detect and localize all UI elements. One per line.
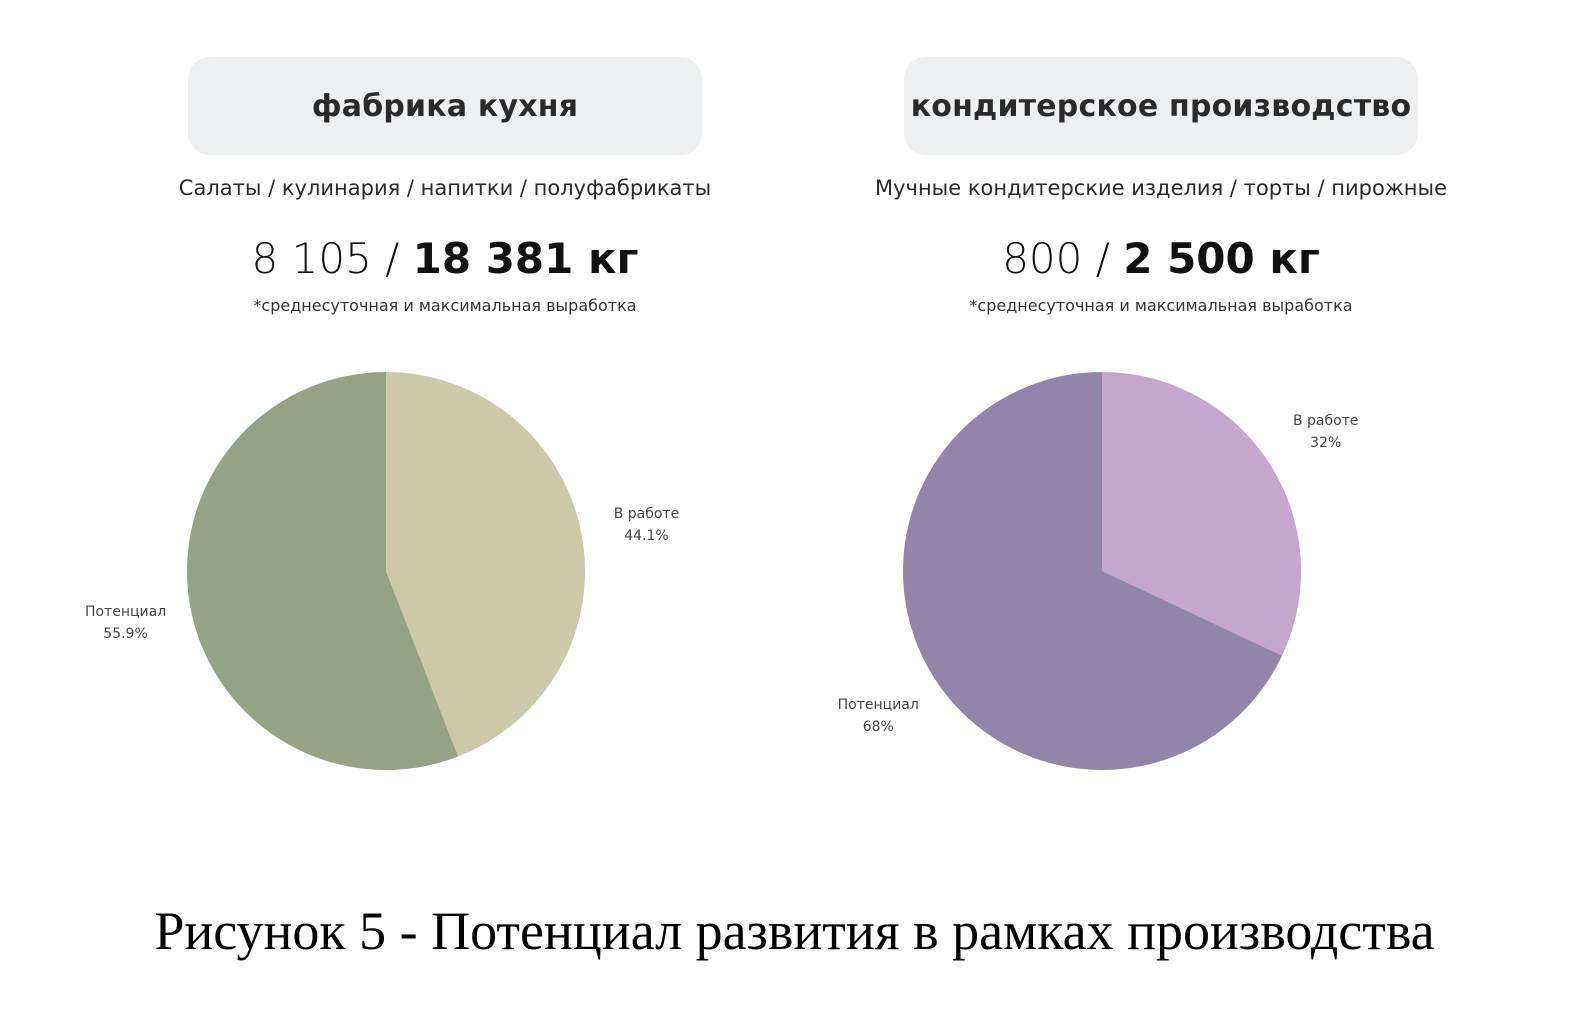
kitchen-factory-panel: фабрика кухня Салаты / кулинария / напит… bbox=[85, 0, 795, 860]
output-figures: 800 / 2 500 кг bbox=[811, 234, 1511, 283]
slice-percent: 44.1% bbox=[624, 528, 668, 544]
pie-slice bbox=[903, 372, 1283, 770]
slice-label: В работе bbox=[614, 506, 680, 522]
panel-title: кондитерское производство bbox=[904, 57, 1418, 155]
max-output: 2 500 кг bbox=[1123, 234, 1320, 283]
slice-percent: 55.9% bbox=[103, 626, 147, 642]
slice-percent: 32% bbox=[1310, 435, 1341, 451]
pie-slice bbox=[186, 372, 459, 770]
average-output: 800 / bbox=[1002, 234, 1124, 283]
kitchen-pie-chart: В работе 44.1% Потенциал 55.9% bbox=[85, 372, 680, 770]
pie-slice bbox=[1102, 372, 1301, 656]
panel-title: фабрика кухня bbox=[188, 57, 702, 155]
output-note: *среднесуточная и максимальная выработка bbox=[253, 296, 637, 315]
slice-label: Потенциал bbox=[85, 604, 166, 620]
pie-slice bbox=[386, 372, 585, 757]
confectionery-pie-chart: В работе 32% Потенциал 68% bbox=[838, 372, 1359, 770]
output-note: *среднесуточная и максимальная выработка bbox=[969, 296, 1353, 315]
panel-subtitle: Салаты / кулинария / напитки / полуфабри… bbox=[178, 176, 712, 200]
max-output: 18 381 кг bbox=[412, 234, 639, 283]
confectionery-panel: кондитерское производство Мучные кондите… bbox=[811, 0, 1511, 860]
average-output: 8 105 / bbox=[251, 234, 413, 283]
output-figures: 8 105 / 18 381 кг bbox=[95, 234, 795, 283]
slice-label: Потенциал bbox=[838, 697, 919, 713]
slice-percent: 68% bbox=[863, 719, 894, 735]
slice-label: В работе bbox=[1293, 413, 1359, 429]
figure-caption: Рисунок 5 - Потенциал развития в рамках … bbox=[154, 901, 1435, 961]
panel-subtitle: Мучные кондитерские изделия / торты / пи… bbox=[875, 176, 1447, 200]
